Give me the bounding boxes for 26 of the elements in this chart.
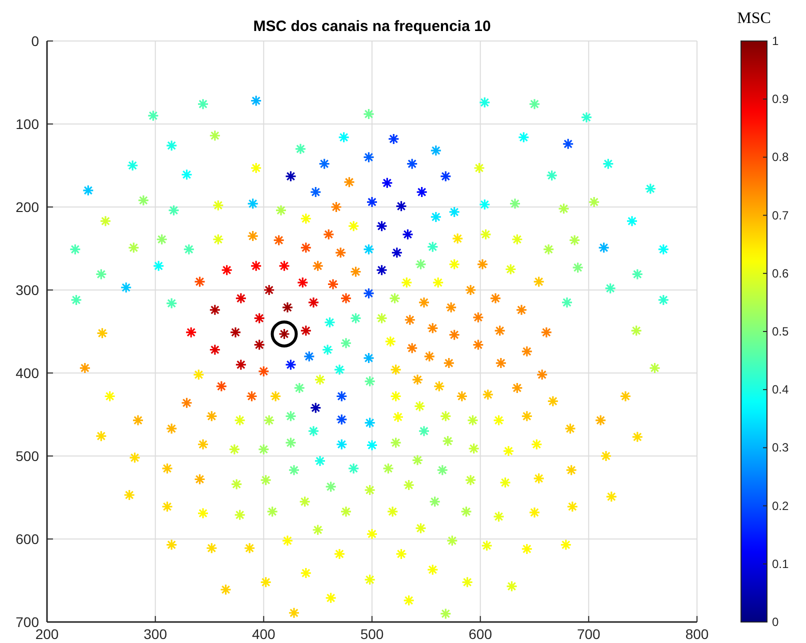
color-bar-label: 1 <box>772 34 779 48</box>
color-bar-label: 0.8 <box>772 150 790 164</box>
y-tick-label: 500 <box>16 448 40 464</box>
x-tick-label: 500 <box>360 626 384 642</box>
color-bar-title: MSC <box>737 10 771 27</box>
y-tick-label: 100 <box>16 116 40 132</box>
chart-title: MSC dos canais na frequencia 10 <box>253 18 491 35</box>
x-tick-label: 700 <box>576 626 601 642</box>
x-tick-label: 300 <box>144 626 168 642</box>
x-tick-label: 600 <box>468 626 492 642</box>
y-tick-label: 400 <box>16 365 40 381</box>
x-tick-label: 800 <box>685 626 709 642</box>
y-tick-label: 0 <box>31 33 40 49</box>
color-bar-label: 0.5 <box>772 324 790 338</box>
color-bar-label: 0.1 <box>772 556 790 571</box>
y-tick-label: 600 <box>16 531 40 547</box>
color-bar-label: 0.3 <box>772 440 790 455</box>
color-bar-label: 0 <box>772 615 779 629</box>
color-bar-label: 0.2 <box>772 498 790 513</box>
color-bar-label: 0.9 <box>772 92 790 106</box>
y-tick-label: 200 <box>16 199 40 215</box>
x-tick-label: 400 <box>252 626 276 642</box>
y-tick-label: 300 <box>16 282 40 298</box>
color-bar-label: 0.7 <box>772 208 790 222</box>
color-bar-label: 0.6 <box>772 266 790 280</box>
color-bar-label: 0.4 <box>772 382 790 397</box>
